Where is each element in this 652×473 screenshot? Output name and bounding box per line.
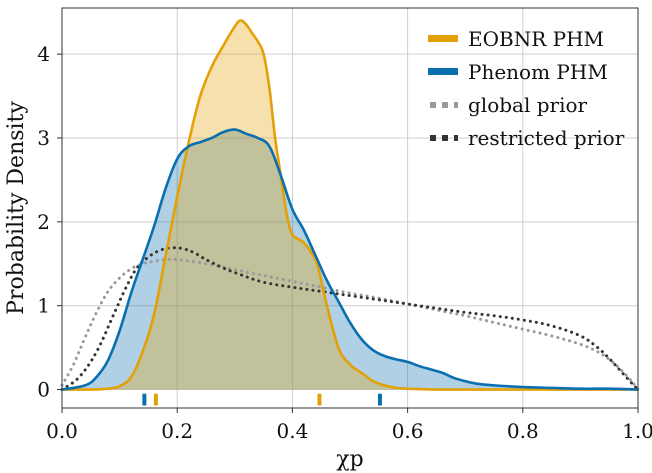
x-tick-label: 0.8 (507, 419, 539, 443)
y-axis-ticks: 0 1 2 3 4 (37, 42, 62, 402)
series-fills (62, 20, 638, 390)
y-tick-label: 3 (37, 126, 50, 150)
legend-label: restricted prior (468, 126, 625, 150)
x-tick-label: 0.4 (276, 419, 308, 443)
area-fill-eobnr-phm (62, 20, 638, 390)
interval-marker (377, 393, 382, 406)
series-line-eobnr-phm (62, 19, 638, 391)
x-tick-label: 0.0 (46, 419, 78, 443)
series-line-global-prior (60, 257, 640, 392)
x-tick-label: 1.0 (622, 419, 652, 443)
series-line-phenom-phm (61, 128, 639, 391)
legend: EOBNR PHM Phenom PHM global prior restricte… (428, 27, 625, 150)
interval-marker (317, 393, 322, 406)
y-tick-label: 2 (37, 210, 50, 234)
legend-label: EOBNR PHM (468, 27, 604, 51)
x-tick-label: 0.6 (392, 419, 424, 443)
y-axis-label: Probability Density (4, 101, 29, 315)
series-lines (60, 19, 640, 392)
x-axis-ticks: 0.0 0.2 0.4 0.6 0.8 1.0 (46, 408, 652, 443)
x-axis-label: χp (336, 447, 363, 472)
y-tick-label: 0 (37, 378, 50, 402)
credible-interval-markers (142, 393, 382, 406)
y-tick-label: 1 (37, 294, 50, 318)
legend-swatch (428, 35, 458, 42)
plot-frame (61, 7, 639, 409)
interval-marker (153, 393, 158, 406)
legend-swatch (428, 68, 458, 75)
y-tick-label: 4 (37, 42, 50, 66)
series-line-restricted-prior (60, 246, 640, 392)
area-fill-phenom-phm (62, 129, 638, 390)
legend-label: global prior (468, 93, 588, 117)
interval-marker (142, 393, 147, 406)
x-tick-label: 0.2 (161, 419, 193, 443)
legend-label: Phenom PHM (468, 60, 608, 84)
